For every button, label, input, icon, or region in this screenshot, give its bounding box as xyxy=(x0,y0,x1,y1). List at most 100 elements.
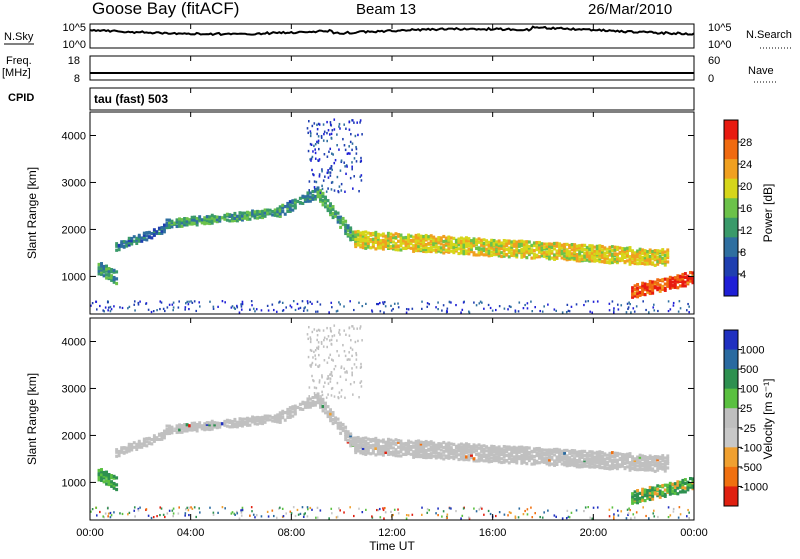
power-cell xyxy=(412,244,416,248)
power-cell xyxy=(671,280,675,284)
velocity-cell xyxy=(276,417,280,422)
power-speckle xyxy=(426,305,429,308)
power-spike xyxy=(311,124,314,128)
velocity-speckle xyxy=(99,510,101,514)
power-speckle xyxy=(518,301,521,304)
power-cell xyxy=(306,197,310,202)
velocity-spike xyxy=(359,325,362,328)
power-cell xyxy=(386,234,390,238)
power-speckle xyxy=(90,304,92,307)
velocity-cell xyxy=(535,459,539,463)
velocity-cell xyxy=(631,466,634,470)
velocity-cell xyxy=(475,459,478,463)
velocity-cell xyxy=(590,452,594,456)
velocity-cell xyxy=(633,461,637,465)
velocity-cell xyxy=(162,436,166,440)
velocity-cell xyxy=(575,450,579,454)
power-cell xyxy=(115,242,119,246)
velocity-cell xyxy=(527,450,531,455)
power-cell xyxy=(110,274,114,278)
power-cell xyxy=(688,279,692,283)
velocity-spike xyxy=(343,350,346,353)
velocity-cell xyxy=(321,397,325,402)
power-speckle xyxy=(437,301,439,304)
power-cell xyxy=(583,243,587,248)
velocity-speckle xyxy=(209,506,211,509)
velocity-speckle xyxy=(301,506,304,509)
power-cell xyxy=(683,272,687,276)
velocity-cell xyxy=(510,449,514,453)
power-cell xyxy=(477,253,481,257)
power-cell xyxy=(293,200,297,204)
power-cell xyxy=(130,241,134,245)
velocity-cell xyxy=(520,445,524,449)
velocity-cell xyxy=(185,425,189,429)
velocity-cell xyxy=(626,457,629,461)
power-cell xyxy=(225,212,229,216)
velocity-spike xyxy=(354,340,357,344)
power-cell xyxy=(432,235,436,239)
power-cell xyxy=(160,231,164,235)
power-cell xyxy=(545,242,549,246)
velocity-cell xyxy=(615,451,619,456)
velocity-cell xyxy=(565,458,569,462)
velocity-speckle xyxy=(316,506,319,509)
velocity-speckle xyxy=(448,507,451,510)
velocity-cell xyxy=(329,408,332,412)
power-cell xyxy=(658,283,662,287)
xtick-label: 04:00 xyxy=(177,527,205,539)
power-cell xyxy=(555,241,559,245)
power-spike xyxy=(326,171,329,175)
velocity-spike xyxy=(327,335,330,338)
power-cell xyxy=(598,255,602,259)
velocity-cell xyxy=(399,450,403,454)
power-cell xyxy=(356,229,360,234)
power-cell xyxy=(115,244,119,248)
velocity-cell xyxy=(447,450,451,454)
power-cell xyxy=(623,260,627,264)
power-cell xyxy=(258,215,262,219)
power-cell xyxy=(354,232,358,236)
velocity-cell xyxy=(150,442,154,446)
velocity-speckle xyxy=(468,516,470,519)
power-cell xyxy=(631,249,634,253)
velocity-cell xyxy=(467,445,471,449)
power-speckle xyxy=(677,310,680,313)
power-cell xyxy=(537,250,541,254)
power-cell xyxy=(568,245,572,250)
velocity-cell xyxy=(97,468,101,473)
power-cell xyxy=(195,216,199,221)
power-cell xyxy=(633,252,637,257)
velocity-cell xyxy=(429,452,433,456)
velocity-speckle xyxy=(336,515,339,518)
power-cell xyxy=(319,199,322,203)
velocity-cell xyxy=(100,478,103,482)
power-cell xyxy=(437,245,441,249)
power-spike xyxy=(306,127,309,130)
power-cell xyxy=(404,242,408,246)
power-spike xyxy=(321,170,323,173)
velocity-cell xyxy=(545,456,549,460)
velocity-cell xyxy=(686,480,690,484)
velocity-cell xyxy=(147,436,151,441)
power-cell xyxy=(381,238,385,242)
velocity-spike xyxy=(348,351,350,354)
power-cell xyxy=(296,199,300,204)
power-cell xyxy=(646,255,650,259)
power-spike xyxy=(353,175,356,178)
velocity-cell xyxy=(651,467,655,471)
power-cell xyxy=(470,241,473,245)
colorbar-tick-label: 20 xyxy=(740,181,752,193)
velocity-cell xyxy=(658,466,662,470)
power-spike xyxy=(333,189,336,192)
power-cell xyxy=(641,281,645,285)
velocity-cell xyxy=(283,418,287,422)
velocity-cell xyxy=(261,419,265,424)
velocity-cell xyxy=(668,486,672,491)
power-speckle xyxy=(481,301,483,304)
velocity-cell xyxy=(288,406,292,410)
velocity-cell xyxy=(371,450,375,454)
power-cell xyxy=(583,257,587,261)
power-cell xyxy=(243,216,247,220)
power-speckle xyxy=(184,302,187,305)
